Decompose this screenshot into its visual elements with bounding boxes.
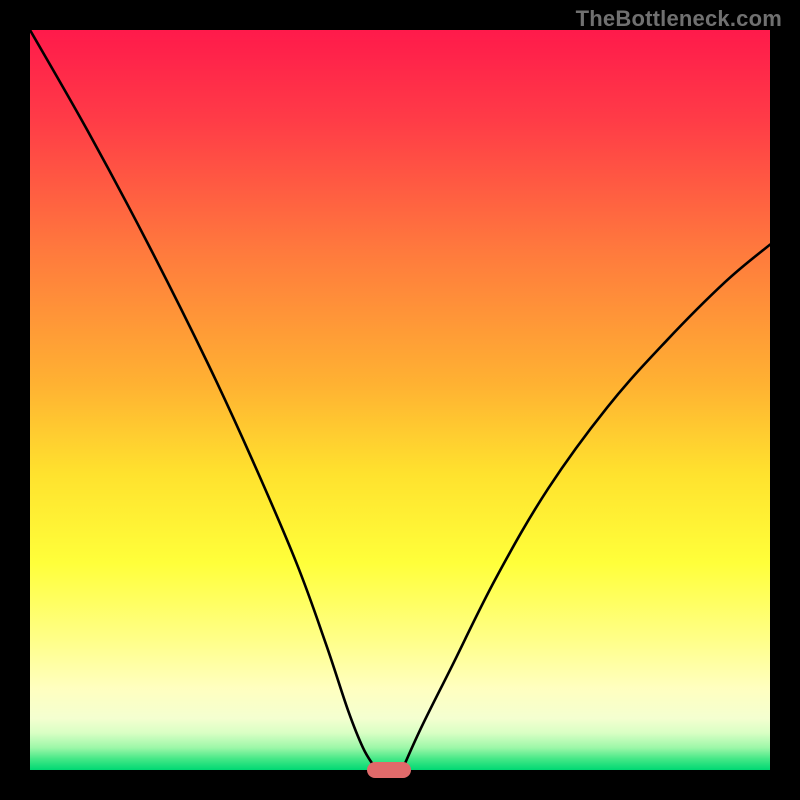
chart-container: { "watermark": { "text": "TheBottleneck.…	[0, 0, 800, 800]
watermark-text: TheBottleneck.com	[576, 6, 782, 32]
bottleneck-marker	[367, 762, 411, 778]
curve-left	[30, 30, 374, 766]
curve-right	[404, 245, 770, 767]
curve-layer	[30, 30, 770, 770]
plot-area	[30, 30, 770, 770]
